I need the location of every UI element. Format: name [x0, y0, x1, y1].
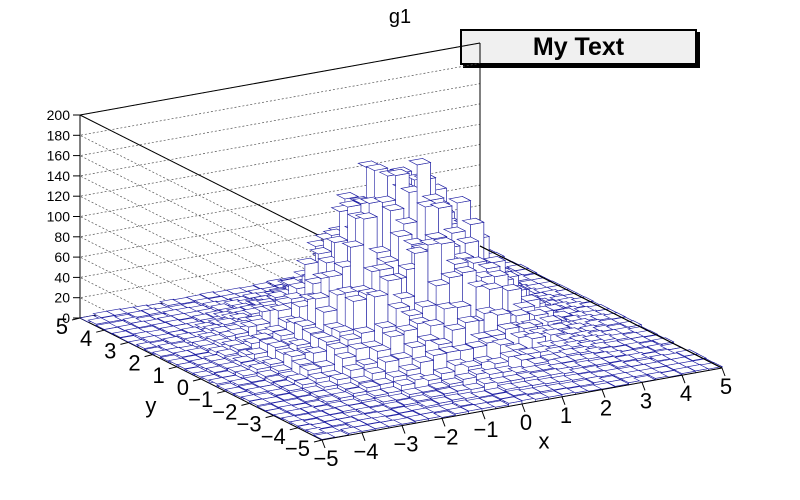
z-tick-label: 20 — [54, 290, 70, 306]
y-tick-label: 4 — [80, 326, 92, 351]
bar — [486, 400, 510, 410]
y-axis-label: y — [145, 393, 156, 418]
z-tick-label: 160 — [47, 148, 71, 164]
y-tick-label: −4 — [261, 424, 286, 449]
y-tick-label: −5 — [285, 436, 310, 461]
z-tick-label: 0 — [62, 310, 70, 326]
y-tick-label: −3 — [237, 412, 262, 437]
y-tick-label: −1 — [188, 387, 213, 412]
x-tick-label: 5 — [720, 374, 732, 399]
bars — [79, 157, 723, 441]
x-tick-label: 3 — [640, 388, 652, 413]
z-tick-label: 100 — [47, 209, 71, 225]
x-tick-label: −5 — [313, 446, 338, 471]
x-tick-label: −4 — [353, 439, 378, 464]
y-tick-label: 1 — [153, 363, 165, 388]
x-tick-label: 1 — [560, 403, 572, 428]
chart-title: g1 — [388, 6, 412, 28]
bar — [127, 310, 151, 320]
z-tick-label: 40 — [54, 269, 70, 285]
z-tick-label: 60 — [54, 249, 70, 265]
z-tick-label: 200 — [47, 107, 71, 123]
y-tick-label: 0 — [177, 375, 189, 400]
annotation-box: My Text — [460, 29, 697, 65]
z-tick-label: 180 — [47, 127, 71, 143]
y-tick-label: 5 — [56, 314, 68, 339]
x-tick-label: −1 — [473, 417, 498, 442]
y-tick-label: 2 — [128, 351, 140, 376]
x-tick-label: −3 — [393, 432, 418, 457]
z-tick-label: 140 — [47, 168, 71, 184]
x-tick-label: 4 — [680, 381, 692, 406]
x-axis-label: x — [539, 428, 550, 453]
x-tick-label: 2 — [600, 396, 612, 421]
y-tick-label: −2 — [212, 399, 237, 424]
x-tick-label: −2 — [433, 424, 458, 449]
z-tick-label: 120 — [47, 188, 71, 204]
y-tick-label: 3 — [104, 338, 116, 363]
z-tick-label: 80 — [54, 229, 70, 245]
x-tick-label: 0 — [520, 410, 532, 435]
